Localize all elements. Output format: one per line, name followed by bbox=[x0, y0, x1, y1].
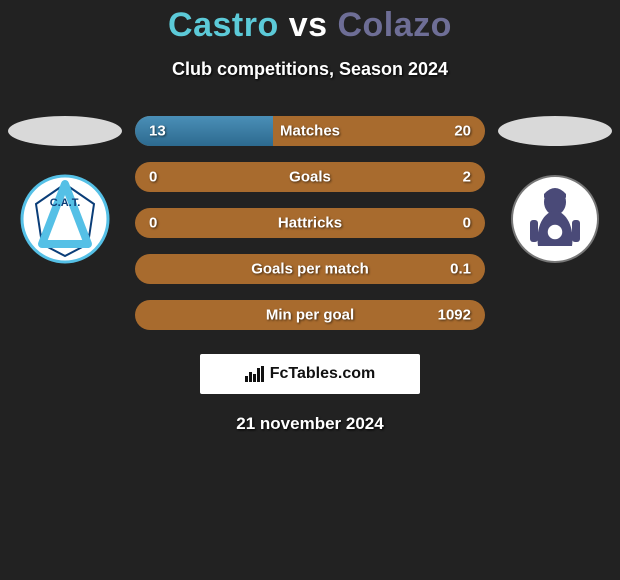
stat-label: Goals per match bbox=[251, 261, 369, 278]
stat-bar: 0 0 Hattricks bbox=[135, 208, 485, 238]
footer-date: 21 november 2024 bbox=[0, 414, 620, 434]
stat-bar: 13 20 Matches bbox=[135, 116, 485, 146]
left-team-crest: C.A.T. bbox=[20, 174, 110, 264]
stat-label: Matches bbox=[280, 123, 340, 140]
stat-left-value: 13 bbox=[149, 123, 166, 140]
vs-separator: vs bbox=[289, 6, 328, 44]
stat-label: Hattricks bbox=[278, 215, 342, 232]
brand-text: FcTables.com bbox=[270, 365, 376, 383]
right-team-crest bbox=[510, 174, 600, 264]
player2-name: Colazo bbox=[337, 6, 451, 44]
right-ellipse bbox=[498, 116, 612, 146]
left-side: C.A.T. bbox=[5, 116, 125, 264]
stat-right-value: 0.1 bbox=[450, 261, 471, 278]
player1-name: Castro bbox=[168, 6, 279, 44]
stat-bar: 0.1 Goals per match bbox=[135, 254, 485, 284]
stat-label: Min per goal bbox=[266, 307, 354, 324]
stat-right-value: 0 bbox=[463, 215, 471, 232]
shield-icon: C.A.T. bbox=[20, 174, 110, 264]
stat-bar: 0 2 Goals bbox=[135, 162, 485, 192]
svg-text:C.A.T.: C.A.T. bbox=[50, 197, 81, 209]
stat-bars: 13 20 Matches 0 2 Goals 0 0 Hattricks 0.1 Goals pe… bbox=[135, 116, 485, 330]
stat-right-value: 20 bbox=[454, 123, 471, 140]
left-ellipse bbox=[8, 116, 122, 146]
stat-left-value: 0 bbox=[149, 215, 157, 232]
page-title: Castro vs Colazo bbox=[0, 6, 620, 45]
subtitle: Club competitions, Season 2024 bbox=[0, 59, 620, 80]
body-row: C.A.T. 13 20 Matches 0 2 Goals 0 0 Hattricks 0.1 G… bbox=[0, 116, 620, 330]
right-side bbox=[495, 116, 615, 264]
brand-badge[interactable]: FcTables.com bbox=[200, 354, 420, 394]
stat-left-value: 0 bbox=[149, 169, 157, 186]
shield-icon bbox=[510, 174, 600, 264]
stat-bar: 1092 Min per goal bbox=[135, 300, 485, 330]
bar-chart-icon bbox=[245, 366, 264, 382]
stat-right-value: 1092 bbox=[438, 307, 471, 324]
comparison-card: Castro vs Colazo Club competitions, Seas… bbox=[0, 0, 620, 580]
stat-right-value: 2 bbox=[463, 169, 471, 186]
stat-label: Goals bbox=[289, 169, 331, 186]
